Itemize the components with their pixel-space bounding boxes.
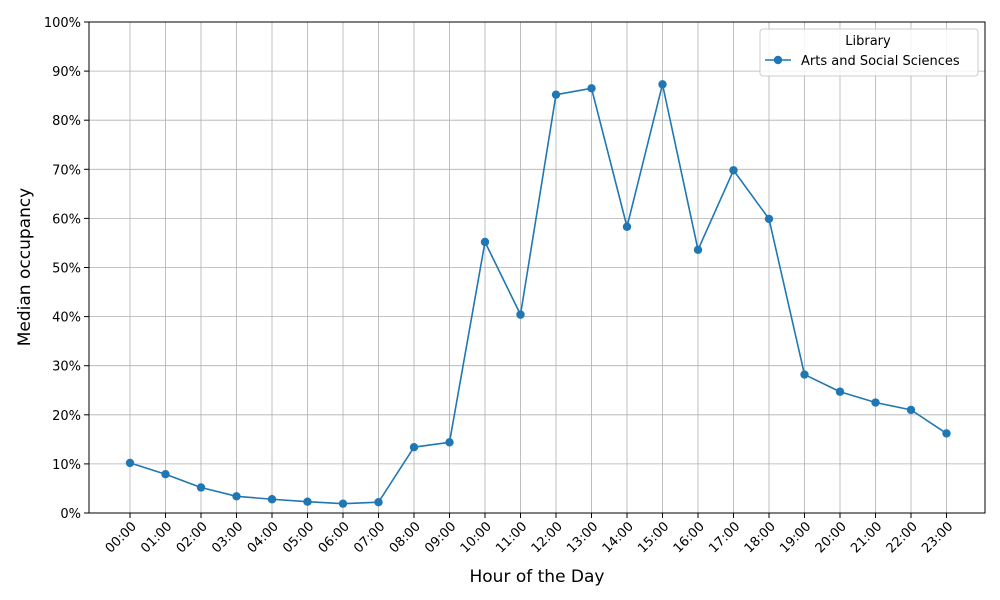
legend: Library Arts and Social Sciences	[759, 28, 979, 77]
data-point	[516, 310, 525, 319]
data-point	[303, 497, 312, 506]
data-point	[835, 387, 845, 396]
data-point	[906, 405, 916, 415]
data-point	[551, 90, 561, 99]
data-point	[764, 214, 774, 224]
y-tick-label: 50%	[52, 262, 81, 277]
x-axis-title: Hour of the Day	[469, 567, 604, 587]
y-tick-label: 70%	[52, 163, 81, 178]
data-point	[409, 443, 419, 452]
data-point	[374, 497, 383, 507]
y-axis-title: Median occupancy	[15, 188, 35, 347]
data-point	[232, 492, 241, 501]
data-point	[693, 245, 703, 255]
data-point	[338, 499, 348, 508]
y-tick-label: 30%	[52, 360, 81, 375]
y-tick-label: 60%	[52, 212, 81, 227]
data-point	[125, 458, 135, 468]
legend-frame	[759, 28, 979, 77]
data-point	[480, 237, 490, 247]
data-point	[196, 483, 206, 492]
data-point	[161, 470, 170, 479]
y-tick-label: 10%	[52, 458, 81, 473]
legend-series-label: Arts and Social Sciences	[801, 54, 960, 69]
data-point	[658, 80, 667, 89]
y-tick-label: 20%	[52, 409, 81, 424]
legend-series-marker	[773, 55, 783, 65]
data-point	[587, 84, 596, 93]
data-point	[871, 398, 880, 407]
data-point	[942, 429, 951, 438]
data-point	[800, 370, 809, 379]
y-tick-label: 0%	[60, 507, 81, 522]
data-point	[267, 495, 277, 504]
series-line	[129, 83, 947, 505]
data-point	[622, 222, 632, 231]
series-layer	[125, 80, 951, 508]
data-point	[729, 166, 738, 175]
y-tick-label: 90%	[52, 65, 81, 80]
data-point	[445, 438, 454, 447]
y-axis: 0% 10% 20% 30% 40% 50% 60% 70% 80% 90% 100%	[44, 16, 89, 522]
y-tick-label: 80%	[52, 114, 81, 129]
legend-title: Library	[845, 34, 891, 49]
y-tick-label: 100%	[44, 16, 81, 31]
y-tick-label: 40%	[52, 311, 81, 326]
